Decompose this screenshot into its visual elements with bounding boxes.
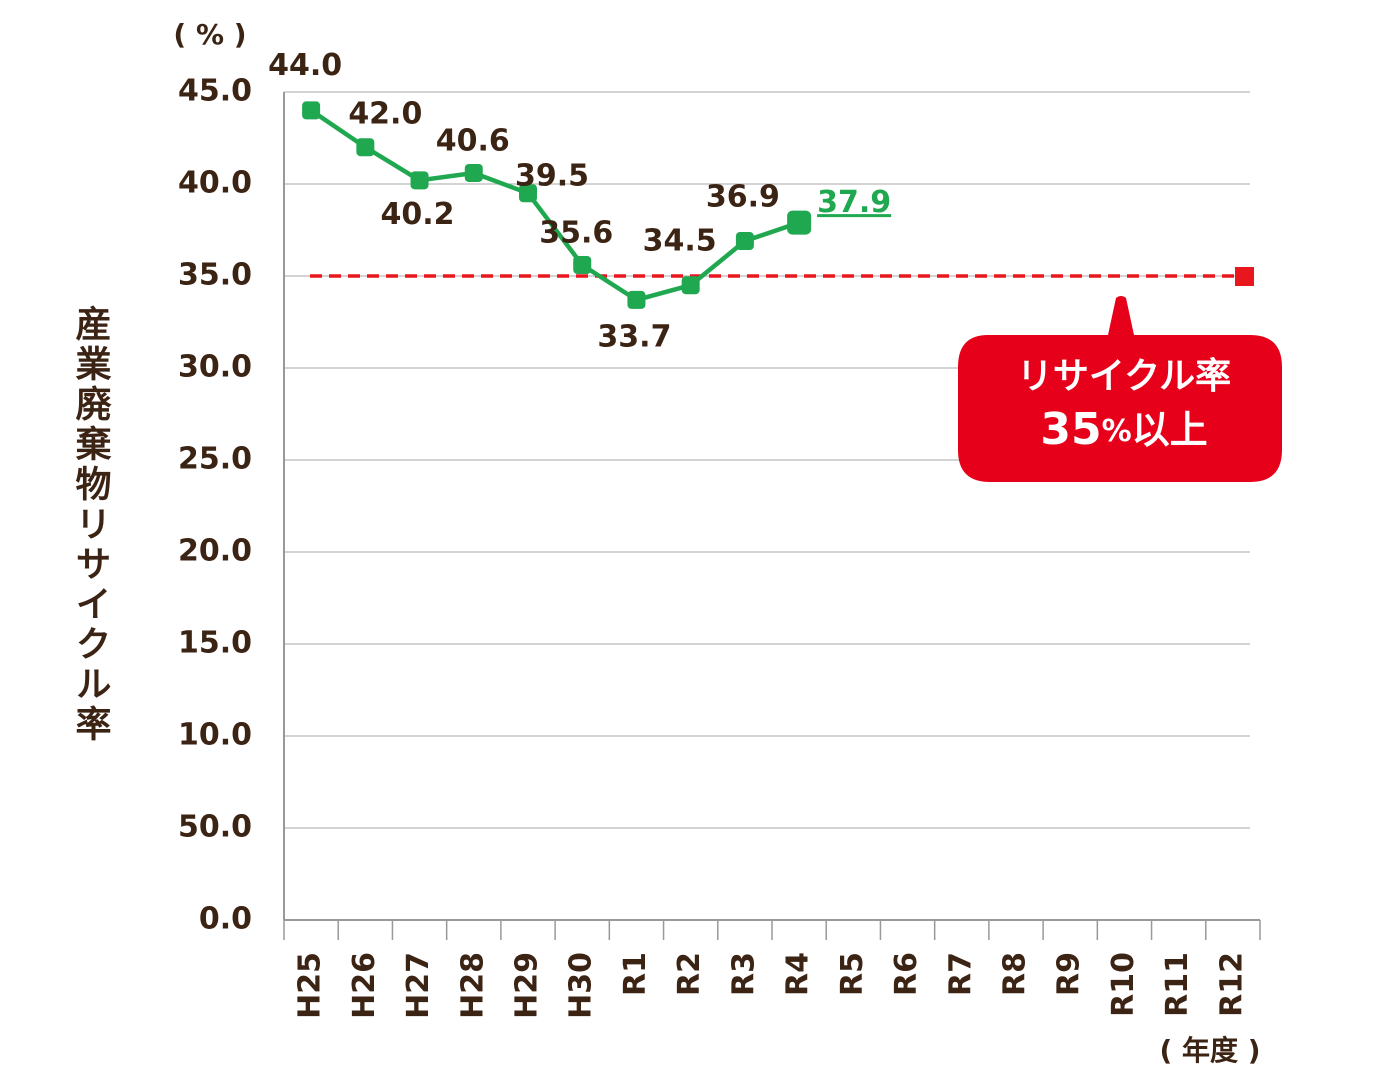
x-tick-label: R10	[1106, 952, 1141, 1017]
x-tick-label: R8	[998, 952, 1033, 996]
data-label: 39.5	[515, 159, 589, 194]
x-tick-label: R2	[672, 952, 707, 996]
x-tick-label: R1	[618, 952, 653, 996]
callout-unit: %	[1102, 414, 1132, 449]
y-tick-label: 50.0	[178, 810, 252, 845]
x-tick-label: H26	[347, 952, 382, 1019]
y-tick-label: 20.0	[178, 534, 252, 569]
x-tick-label: R9	[1052, 952, 1087, 996]
point	[573, 255, 592, 274]
data-label: 44.0	[268, 48, 342, 83]
y-axis-label: 産業廃棄物リサイクル率	[70, 305, 112, 745]
callout-line1: リサイクル率	[1017, 356, 1231, 397]
x-tick-label: H30	[564, 952, 599, 1019]
point	[627, 290, 646, 309]
data-label: 40.6	[436, 123, 510, 158]
point	[464, 163, 483, 182]
point	[519, 184, 537, 203]
point	[410, 171, 429, 190]
y-tick-label: 10.0	[178, 718, 252, 753]
x-tick-label: R7	[943, 952, 978, 996]
data-label: 34.5	[643, 224, 717, 259]
point	[787, 210, 812, 235]
data-label: 42.0	[348, 97, 422, 132]
x-tick-label: R4	[781, 952, 816, 996]
data-label: 37.9	[817, 185, 891, 220]
x-unit: ( 年度 )	[1159, 1034, 1260, 1067]
point	[302, 101, 321, 120]
point	[735, 232, 754, 251]
y-tick-label: 25.0	[178, 442, 252, 477]
y-tick-label: 35.0	[178, 258, 252, 293]
callout	[958, 296, 1282, 482]
callout-suffix: 以上	[1132, 408, 1208, 452]
series-line	[309, 108, 800, 303]
x-tick-label: R11	[1160, 952, 1195, 1017]
y-tick-label: 30.0	[178, 350, 252, 385]
x-tick-label: H28	[455, 952, 490, 1019]
x-tick-label: R6	[889, 952, 924, 996]
x-tick-label: R3	[726, 952, 761, 996]
callout-line2: 35%以上	[1040, 404, 1207, 455]
data-label: 35.6	[539, 215, 613, 250]
y-tick-label: 15.0	[178, 626, 252, 661]
y-tick-label: 40.0	[178, 166, 252, 201]
data-label: 40.2	[381, 197, 455, 232]
data-label: 36.9	[706, 180, 780, 215]
point	[681, 276, 700, 295]
x-tick-label: H29	[510, 952, 545, 1019]
y-unit: ( % )	[173, 18, 246, 51]
x-tick-label: H25	[293, 952, 328, 1019]
target-marker	[1235, 267, 1254, 286]
data-label: 33.7	[597, 319, 671, 354]
y-tick-label: 0.0	[199, 902, 252, 937]
point	[356, 138, 375, 157]
x-tick-label: R5	[835, 952, 870, 996]
y-tick-label: 45.0	[178, 74, 252, 109]
x-tick-label: R12	[1214, 952, 1249, 1017]
x-tick-label: H27	[401, 952, 436, 1019]
callout-number: 35	[1040, 404, 1101, 455]
